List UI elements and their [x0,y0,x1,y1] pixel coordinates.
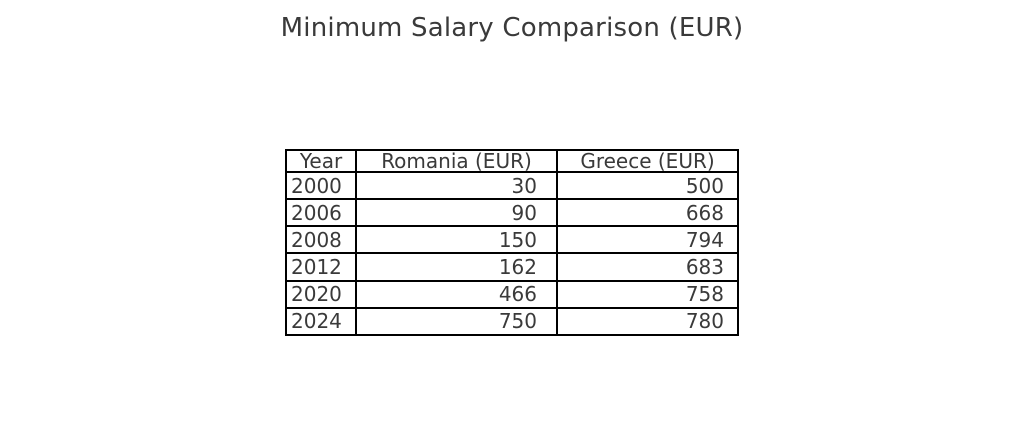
salary-table: Year Romania (EUR) Greece (EUR) 2000 30 500 2… [285,149,739,337]
table-cell-romania: 90 [355,198,558,228]
table-cell-greece: 668 [556,198,739,228]
table-header-cell: Year [285,149,357,173]
table-row: 2020 466 758 [285,279,739,309]
table-body: 2000 30 500 2006 90 668 2008 150 794 2012 162 683 20… [285,170,739,337]
table-cell-greece: 758 [556,279,739,309]
chart-title: Minimum Salary Comparison (EUR) [280,13,744,43]
table-cell-greece: 794 [556,225,739,255]
table-row: 2008 150 794 [285,225,739,255]
table-row: 2024 750 780 [285,306,739,337]
table-cell-greece: 780 [556,306,739,337]
table-row: 2006 90 668 [285,198,739,228]
table-row: 2000 30 500 [285,170,739,201]
table-cell-romania: 466 [355,279,558,309]
table-cell-year: 2012 [285,252,357,282]
table-cell-greece: 683 [556,252,739,282]
table-cell-romania: 30 [355,170,558,201]
table-cell-year: 2020 [285,279,357,309]
table-header-row: Year Romania (EUR) Greece (EUR) [285,149,739,173]
table-cell-romania: 150 [355,225,558,255]
table-header-cell: Greece (EUR) [556,149,739,173]
table-cell-greece: 500 [556,170,739,201]
table-header-cell: Romania (EUR) [355,149,558,173]
table-cell-romania: 750 [355,306,558,337]
table-cell-year: 2024 [285,306,357,337]
table-row: 2012 162 683 [285,252,739,282]
table-cell-year: 2008 [285,225,357,255]
table-cell-year: 2000 [285,170,357,201]
table-cell-romania: 162 [355,252,558,282]
table-cell-year: 2006 [285,198,357,228]
